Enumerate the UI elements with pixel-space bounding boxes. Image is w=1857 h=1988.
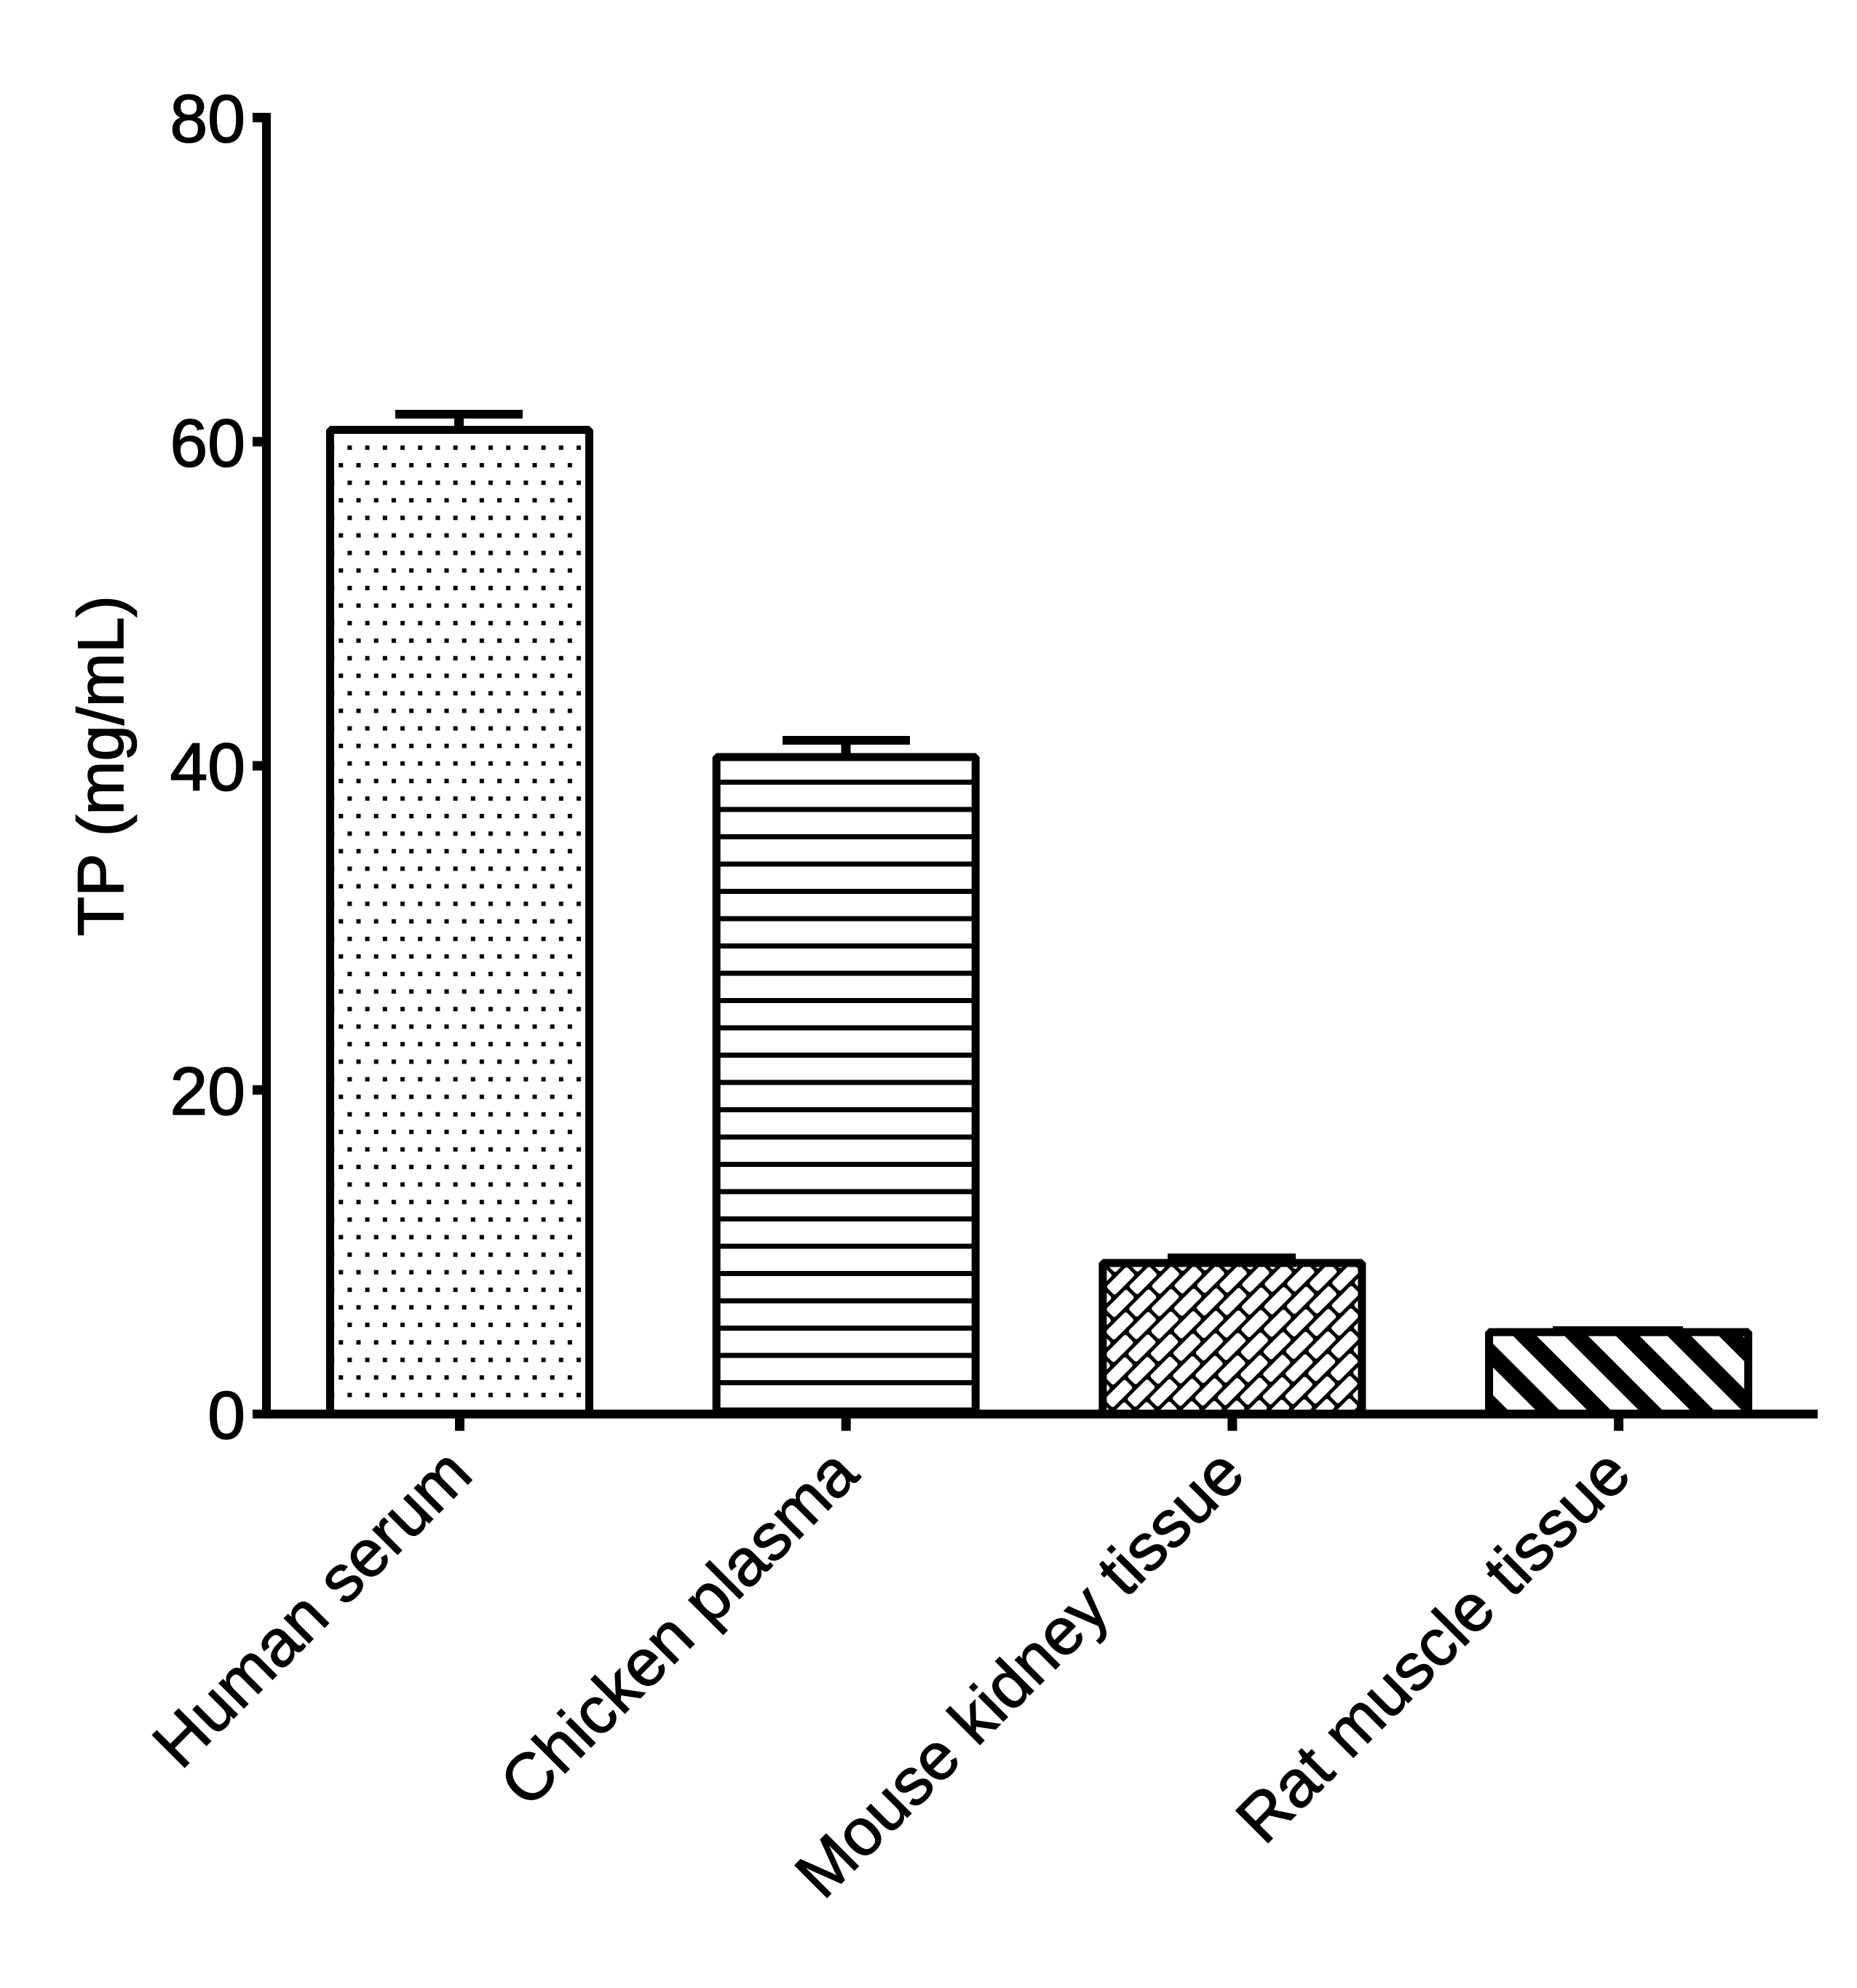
- svg-text:40: 40: [170, 729, 245, 805]
- svg-text:20: 20: [170, 1053, 245, 1129]
- svg-text:0: 0: [207, 1377, 245, 1453]
- svg-text:80: 80: [170, 81, 245, 157]
- svg-text:TP (mg/mL): TP (mg/mL): [64, 595, 137, 936]
- svg-text:60: 60: [170, 405, 245, 480]
